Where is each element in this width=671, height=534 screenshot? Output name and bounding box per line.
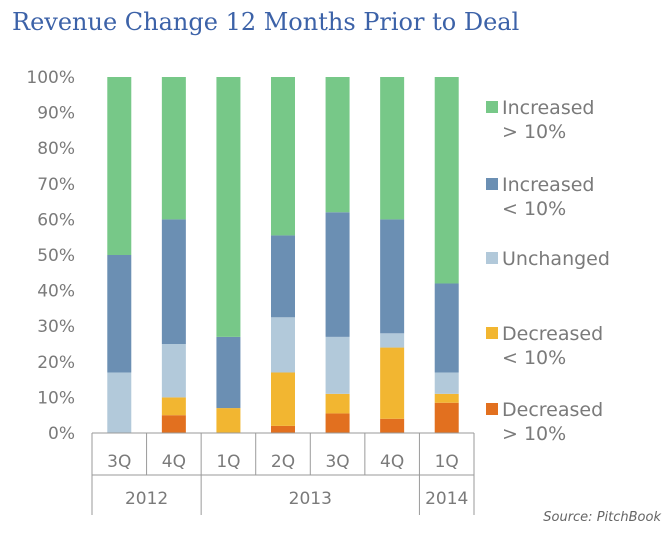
bar-segment xyxy=(380,347,405,419)
x-tick-label: 3Q xyxy=(325,452,349,472)
bar-segment xyxy=(271,425,295,433)
legend-label: < 10% xyxy=(502,347,566,369)
chart-title: Revenue Change 12 Months Prior to Deal xyxy=(12,8,520,36)
x-tick-label: 3Q xyxy=(107,452,131,472)
bar-segment xyxy=(434,393,459,403)
y-tick-label: 0% xyxy=(48,424,75,444)
year-label: 2013 xyxy=(289,489,332,509)
year-label: 2014 xyxy=(425,489,468,509)
legend-label: > 10% xyxy=(502,121,566,143)
legend-swatch xyxy=(486,178,498,190)
bar-segment xyxy=(107,77,132,255)
bar-segment xyxy=(161,397,186,416)
legend-swatch xyxy=(486,327,498,339)
bar-segment xyxy=(216,408,241,433)
y-tick-label: 20% xyxy=(37,353,75,373)
legend-label: > 10% xyxy=(502,423,566,445)
legend-label: Increased xyxy=(502,174,594,196)
bar-segment xyxy=(380,418,405,433)
legend-swatch xyxy=(486,252,498,264)
bar-segment xyxy=(271,372,295,426)
y-tick-label: 80% xyxy=(37,139,75,159)
bar-segment xyxy=(434,77,459,284)
y-tick-label: 90% xyxy=(37,104,75,124)
bar-segment xyxy=(107,372,132,433)
legend-label: Decreased xyxy=(502,323,603,345)
y-tick-label: 100% xyxy=(26,68,75,88)
y-tick-label: 70% xyxy=(37,175,75,195)
bar-segment xyxy=(380,77,405,220)
bar-segment xyxy=(434,402,459,433)
bar-segment xyxy=(325,212,350,337)
bar-segment xyxy=(325,336,350,394)
bar-segment xyxy=(216,77,241,337)
legend-label: < 10% xyxy=(502,198,566,220)
legend-swatch xyxy=(486,403,498,415)
bar-segment xyxy=(325,77,350,213)
legend-swatch xyxy=(486,101,498,113)
legend-label: Increased xyxy=(502,97,594,119)
bar-segment xyxy=(161,344,186,398)
y-tick-label: 50% xyxy=(37,246,75,266)
bar-segment xyxy=(380,333,405,348)
year-label: 2012 xyxy=(125,489,168,509)
bar-segment xyxy=(271,235,295,318)
y-tick-label: 40% xyxy=(37,282,75,302)
bar-segment xyxy=(271,77,295,236)
bar-segment xyxy=(271,317,295,373)
x-tick-label: 1Q xyxy=(216,452,240,472)
bar-segment xyxy=(161,77,186,220)
y-tick-label: 10% xyxy=(37,388,75,408)
bar-segment xyxy=(161,415,186,433)
bar-segment xyxy=(325,413,350,433)
x-tick-label: 2Q xyxy=(271,452,295,472)
x-tick-label: 1Q xyxy=(435,452,459,472)
bar-segment xyxy=(380,219,405,334)
legend-label: Unchanged xyxy=(502,248,610,270)
y-tick-label: 60% xyxy=(37,210,75,230)
x-tick-label: 4Q xyxy=(380,452,404,472)
bar-segment xyxy=(325,393,350,414)
source-note: Source: PitchBook xyxy=(543,510,661,525)
bar-segment xyxy=(107,255,132,373)
x-tick-label: 4Q xyxy=(162,452,186,472)
bar-segment xyxy=(161,219,186,344)
legend-label: Decreased xyxy=(502,399,603,421)
bar-segment xyxy=(434,283,459,373)
bar-segment xyxy=(216,336,241,409)
bar-segment xyxy=(434,372,459,394)
y-tick-label: 30% xyxy=(37,317,75,337)
